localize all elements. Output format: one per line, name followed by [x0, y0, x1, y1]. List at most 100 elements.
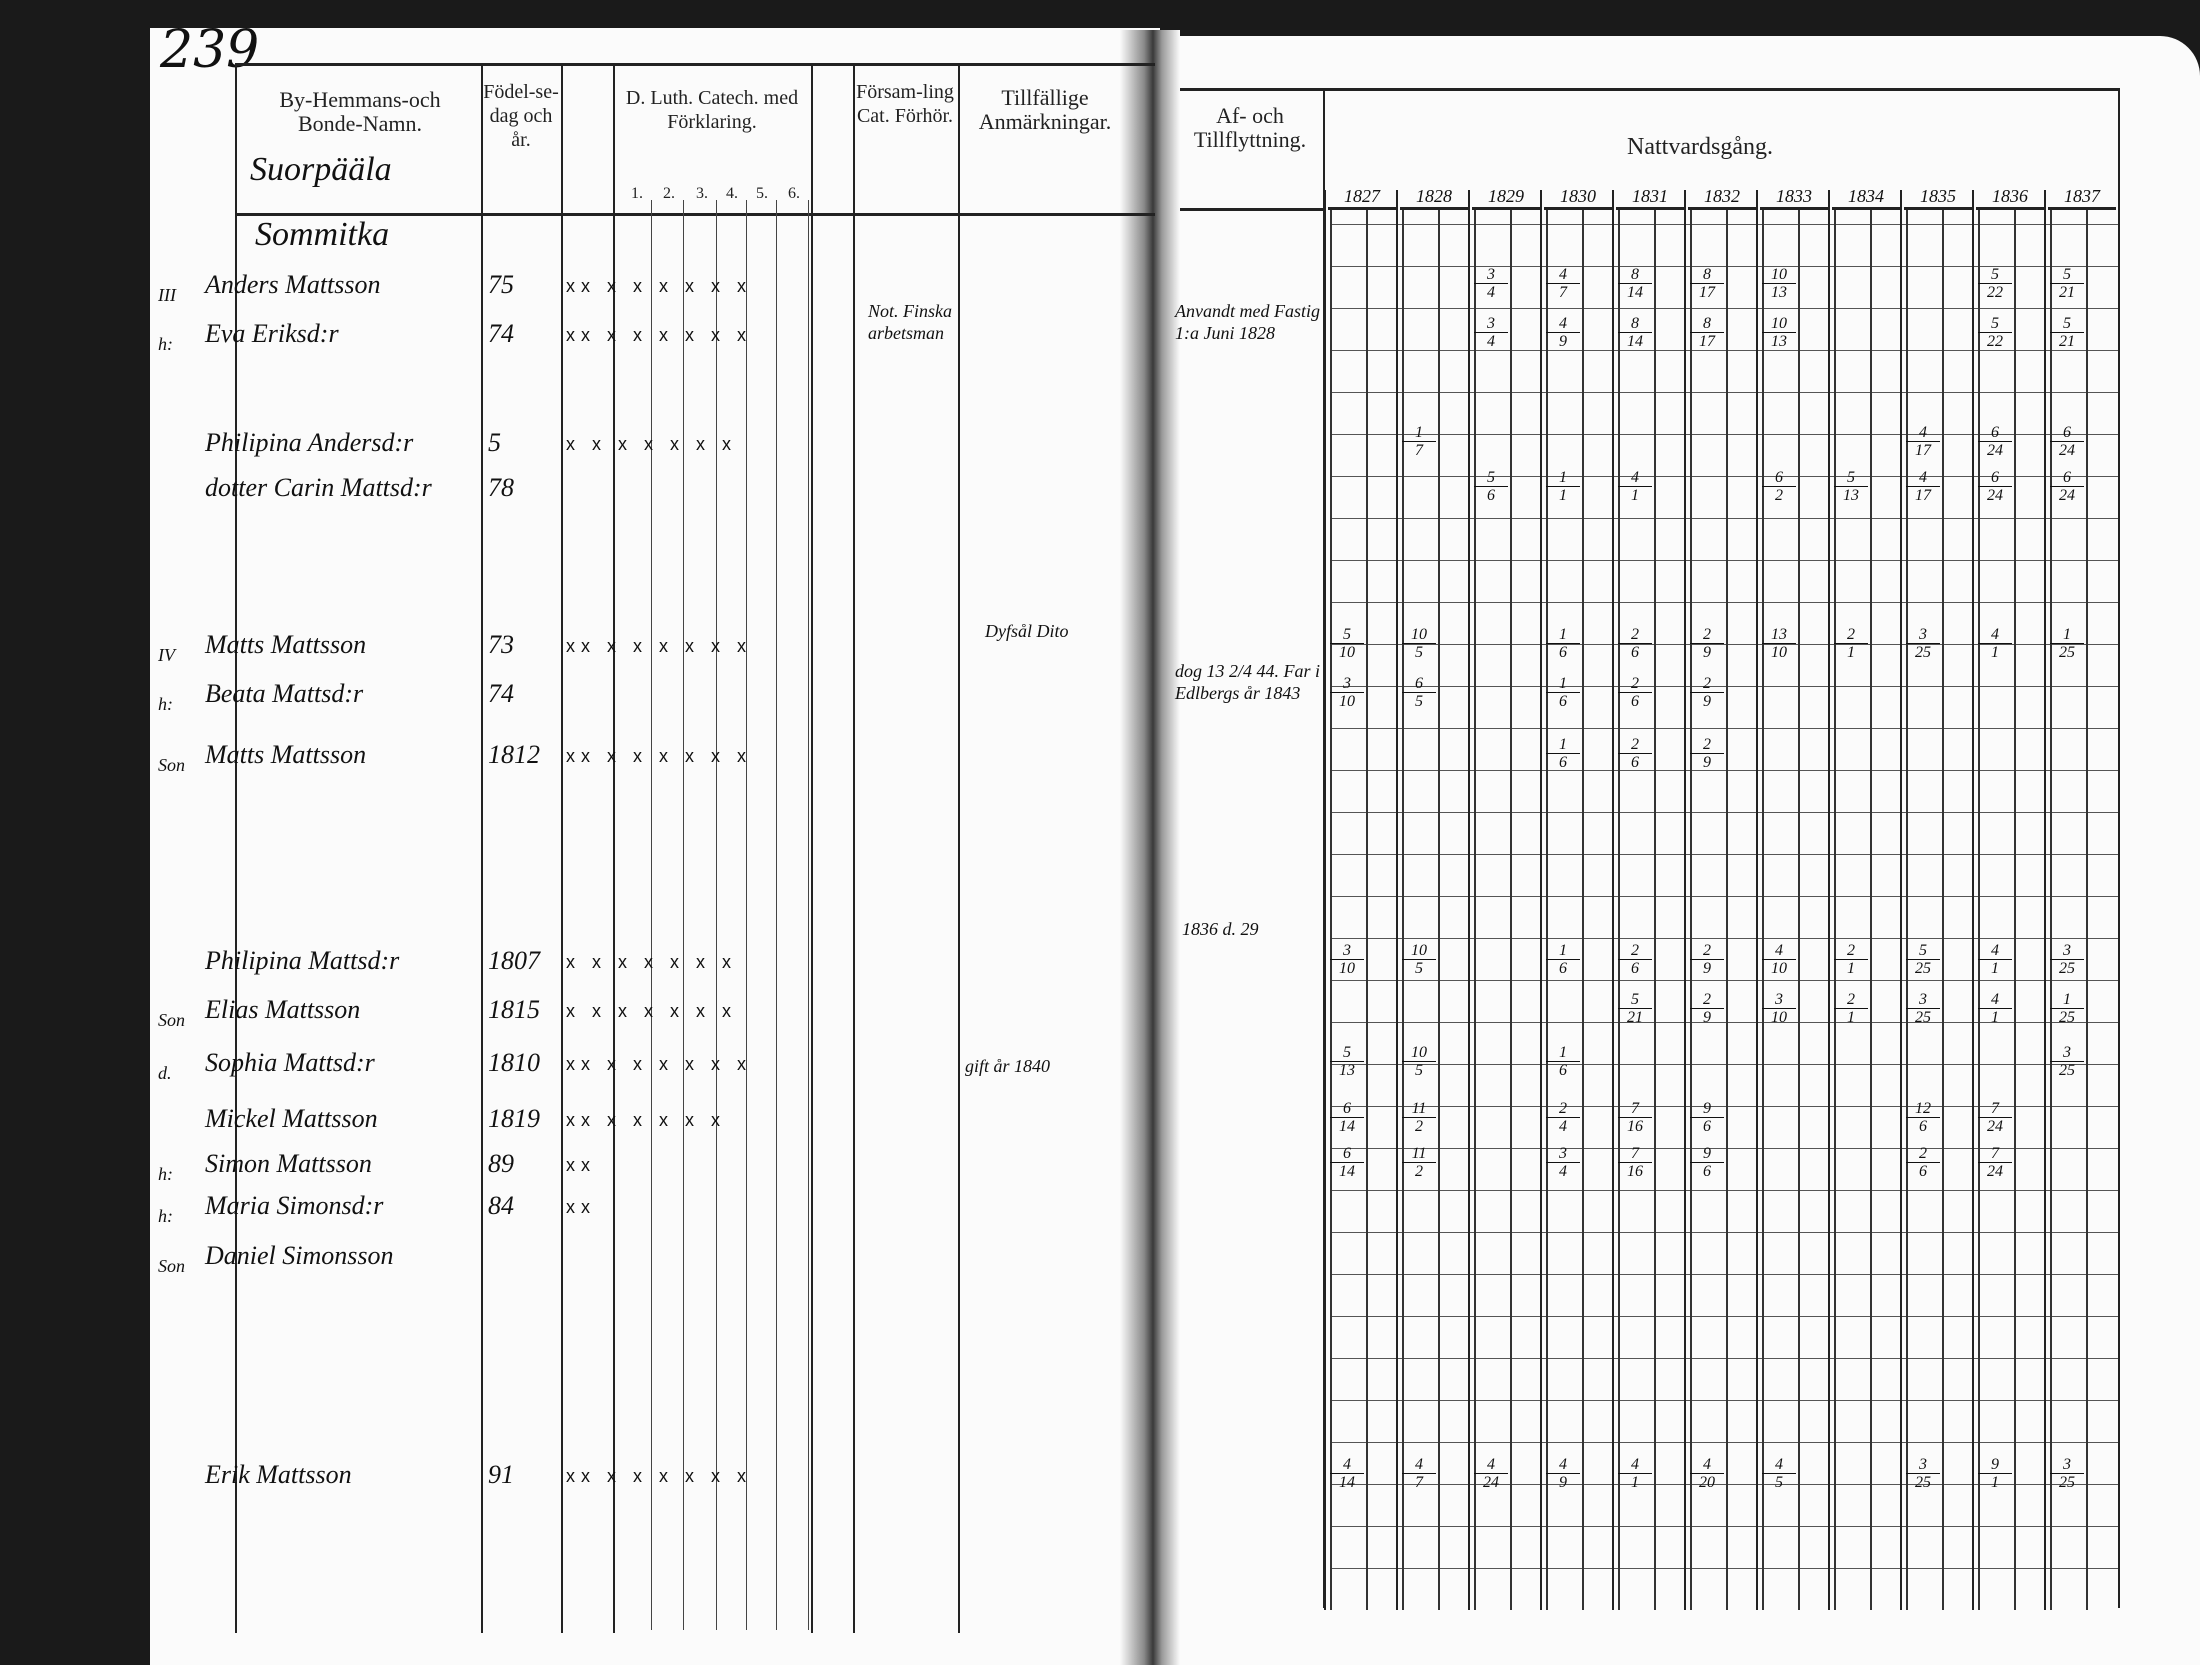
left-page: [150, 28, 1160, 1665]
person-birth: 78: [488, 473, 514, 502]
person-prefix: h:: [158, 694, 173, 714]
communion-entry: 3 25: [1906, 1456, 1940, 1491]
communion-grid: [1330, 210, 2120, 1610]
year-label: 1832: [1688, 185, 1756, 210]
header-bottom-rule-right: [1180, 208, 1325, 211]
page-number: 239: [160, 20, 260, 80]
person-birth: 1815: [488, 995, 540, 1024]
person-birth: 89: [488, 1149, 514, 1178]
communion-entry: 7 24: [1978, 1145, 2012, 1180]
catechism-marks: xx: [566, 1197, 596, 1217]
year-label: 1834: [1832, 185, 1900, 210]
communion-entry: 5 13: [1330, 1044, 1364, 1079]
year-col-rule: [1540, 190, 1542, 1610]
person-prefix: h:: [158, 1206, 173, 1226]
header-birth: Födel-se-dag och år.: [483, 81, 559, 151]
header-top-rule: [235, 63, 1155, 66]
header-name: By-Hemmans-och Bonde-Namn.: [279, 87, 441, 136]
village-name: Suorpääla: [250, 151, 392, 188]
person-name: Anders Mattsson: [205, 270, 381, 299]
year-label: 1828: [1400, 185, 1468, 210]
catechism-marks: xx x x x x x x: [566, 636, 753, 656]
communion-entry: 3 10: [1330, 675, 1364, 710]
catechism-marks: xx x x x x x x: [566, 276, 753, 296]
communion-entry: 13 10: [1762, 626, 1796, 661]
communion-entry: 8 17: [1690, 315, 1724, 350]
person-name: Mickel Mattsson: [205, 1104, 378, 1133]
column-rule: [613, 63, 615, 1633]
person-name: Philipina Andersd:r: [205, 428, 414, 457]
communion-entry: 5 22: [1978, 315, 2012, 350]
remark-sophia: gift år 1840: [965, 1056, 1051, 1076]
catechism-col-rule: [776, 200, 777, 1630]
communion-entry: 6 14: [1330, 1100, 1364, 1135]
header-moving: Af- och Tillflyttning.: [1193, 103, 1307, 152]
person-prefix: h:: [158, 1164, 173, 1184]
catechism-col-rule: [651, 200, 652, 1630]
communion-entry: 12 6: [1906, 1100, 1940, 1135]
communion-entry: 6 24: [1978, 469, 2012, 504]
person-birth: 84: [488, 1191, 514, 1220]
catechism-col-label: 1.: [631, 185, 643, 202]
year-col-rule: [1684, 190, 1686, 1610]
catechism-col-label: 2.: [663, 185, 675, 202]
catechism-col-label: 5.: [756, 185, 768, 202]
year-col-rule: [1396, 190, 1398, 1610]
header-bottom-rule: [235, 213, 1155, 216]
header-remarks: Tillfällige Anmärkningar.: [978, 85, 1112, 134]
person-name: dotter Carin Mattsd:r: [205, 473, 432, 502]
year-label: 1827: [1328, 185, 1396, 210]
communion-entry: 11 2: [1402, 1100, 1436, 1135]
column-rule: [958, 63, 960, 1633]
catechism-marks: xx x x x x x: [566, 1110, 727, 1130]
communion-entry: 6 24: [2050, 469, 2084, 504]
catechism-marks: xx x x x x x x: [566, 325, 753, 345]
person-birth: 75: [488, 270, 514, 299]
person-birth: 1810: [488, 1048, 540, 1077]
communion-entry: 7 16: [1618, 1100, 1652, 1135]
column-rule: [2118, 88, 2120, 1608]
communion-entry: 10 13: [1762, 266, 1796, 301]
communion-entry: 5 13: [1834, 469, 1868, 504]
catechism-col-label: 3.: [696, 185, 708, 202]
moving-anders: Anvandt med Fastig 1:a Juni 1828: [1175, 301, 1320, 343]
farm-name: Sommitka: [255, 216, 390, 253]
person-name: Matts Mattsson: [205, 630, 367, 659]
communion-entry: 8 17: [1690, 266, 1724, 301]
communion-entry: 3 10: [1330, 942, 1364, 977]
year-col-rule: [1756, 190, 1758, 1610]
communion-entry: 4 24: [1474, 1456, 1508, 1491]
person-birth: 73: [488, 630, 514, 659]
communion-entry: 10 5: [1402, 626, 1436, 661]
communion-entry: 4 17: [1906, 469, 1940, 504]
communion-entry: 10 13: [1762, 315, 1796, 350]
person-name: Matts Mattsson: [205, 740, 367, 769]
communion-entry: 3 25: [1906, 991, 1940, 1026]
catechism-col-rule: [746, 200, 747, 1630]
person-name: Sophia Mattsd:r: [205, 1048, 375, 1077]
header-communion: Nattvardsgång.: [1627, 134, 1773, 160]
person-prefix: h:: [158, 334, 173, 354]
person-prefix: d.: [158, 1063, 172, 1083]
communion-entry: 3 25: [2050, 942, 2084, 977]
column-rule: [561, 63, 563, 1633]
